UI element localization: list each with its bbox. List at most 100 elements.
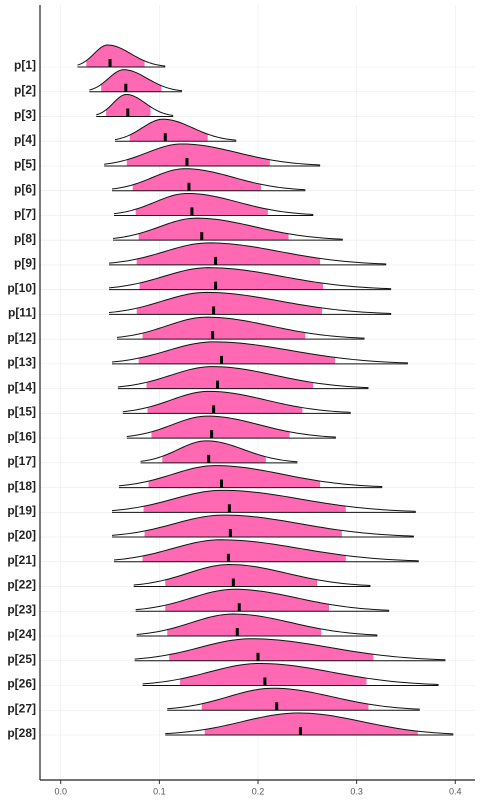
y-tick-label: p[25] <box>7 652 36 666</box>
density-curve <box>108 291 392 314</box>
x-tick-label: 0.1 <box>153 786 166 796</box>
y-tick-label: p[15] <box>7 405 36 419</box>
density-curve <box>96 93 174 116</box>
inner-area <box>169 638 374 661</box>
inner-area <box>136 242 321 265</box>
y-tick-label: p[11] <box>8 306 36 320</box>
inner-area <box>135 193 268 216</box>
median-mark <box>200 232 204 241</box>
y-tick-label: p[9] <box>14 256 36 270</box>
density-curve <box>116 316 365 339</box>
median-mark <box>216 380 220 389</box>
y-tick-label: p[3] <box>14 108 36 122</box>
median-mark <box>228 529 232 538</box>
median-mark <box>219 479 223 488</box>
y-tick-label: p[18] <box>7 479 36 493</box>
y-tick-label: p[2] <box>14 83 36 97</box>
density-curve <box>114 118 237 141</box>
inner-area <box>148 465 321 488</box>
median-mark <box>163 133 167 142</box>
inner-area <box>139 267 324 290</box>
x-tick-label: 0.3 <box>350 786 363 796</box>
median-mark <box>126 108 130 117</box>
y-tick-label: p[13] <box>7 355 36 369</box>
density-curve <box>167 687 420 710</box>
inner-area <box>165 589 330 612</box>
density-curve <box>112 217 343 240</box>
y-tick-label: p[12] <box>7 330 36 344</box>
inner-area <box>138 218 289 241</box>
density-curve <box>111 489 416 512</box>
density-curve <box>126 415 336 438</box>
inner-area <box>180 663 367 686</box>
inner-area <box>101 69 162 92</box>
density-curve <box>136 613 378 636</box>
density-curve <box>77 44 166 67</box>
median-mark <box>108 59 112 67</box>
inner-area <box>142 539 346 562</box>
inner-area <box>86 45 145 67</box>
y-tick-label: p[17] <box>7 454 36 468</box>
median-mark <box>124 83 128 92</box>
inner-area <box>106 94 151 117</box>
median-mark <box>185 157 189 166</box>
inner-area <box>146 366 314 389</box>
median-mark <box>210 430 214 439</box>
y-tick-label: p[24] <box>7 627 36 641</box>
y-tick-label: p[10] <box>7 281 36 295</box>
y-tick-label: p[23] <box>7 602 36 616</box>
x-tick-label: 0.2 <box>252 786 265 796</box>
density-curve <box>111 341 408 364</box>
inner-area <box>143 490 346 513</box>
y-tick-label: p[14] <box>7 380 36 394</box>
median-mark <box>212 306 216 315</box>
inner-area <box>142 317 306 340</box>
y-tick-label: p[28] <box>7 726 36 740</box>
density-curve <box>111 168 306 191</box>
density-curve <box>142 663 439 685</box>
density-curve <box>117 366 369 389</box>
y-tick-label: p[19] <box>7 503 36 517</box>
median-mark <box>214 281 218 290</box>
inner-area <box>162 440 266 463</box>
inner-area <box>144 515 342 538</box>
inner-area <box>151 416 290 439</box>
inner-area <box>204 712 418 735</box>
inner-area <box>167 614 322 637</box>
median-mark <box>263 677 267 686</box>
y-tick-label: p[4] <box>14 132 36 146</box>
median-mark <box>235 628 239 637</box>
x-tick-label: 0.0 <box>54 786 67 796</box>
median-mark <box>214 256 218 265</box>
density-curve <box>118 465 383 488</box>
median-mark <box>207 454 211 463</box>
median-mark <box>298 726 302 735</box>
median-mark <box>227 504 231 513</box>
inner-area <box>165 564 318 587</box>
y-tick-label: p[21] <box>7 553 36 567</box>
inner-area <box>126 143 270 166</box>
density-curve <box>113 192 314 215</box>
y-tick-label: p[7] <box>14 207 36 221</box>
inner-area <box>132 168 261 191</box>
y-tick-label: p[27] <box>7 701 36 715</box>
y-tick-label: p[8] <box>14 231 36 245</box>
density-curve <box>122 390 351 413</box>
median-mark <box>237 603 241 612</box>
y-tick-label: p[16] <box>7 429 36 443</box>
density-curve <box>89 69 183 92</box>
y-tick-label: p[22] <box>7 578 36 592</box>
y-tick-label: p[20] <box>7 528 36 542</box>
median-mark <box>231 578 235 587</box>
density-curve <box>135 588 390 611</box>
density-curve <box>104 143 321 166</box>
density-curve <box>113 539 419 562</box>
density-curve <box>165 712 454 735</box>
density-curve <box>134 638 446 661</box>
median-mark <box>211 331 215 340</box>
y-tick-label: p[26] <box>7 677 36 691</box>
inner-area <box>201 688 369 711</box>
inner-area <box>138 341 335 364</box>
y-tick-label: p[6] <box>14 182 36 196</box>
density-curve <box>108 267 392 290</box>
